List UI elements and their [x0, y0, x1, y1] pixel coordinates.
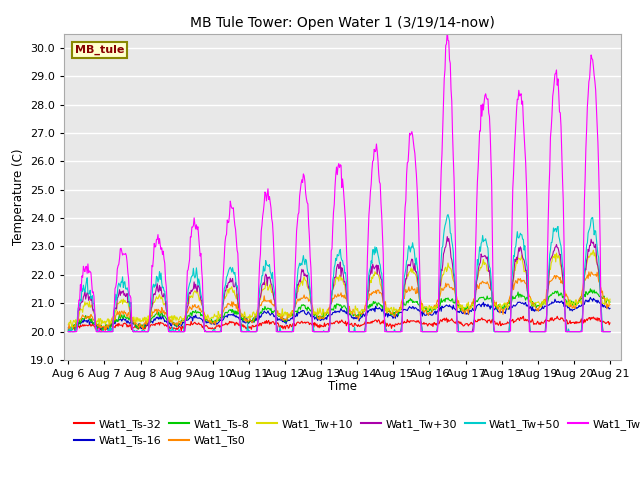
Wat1_Tw+10: [75, 314, 83, 320]
Wat1_Tw+50: [214, 329, 221, 335]
Wat1_Ts-8: [606, 299, 614, 305]
Wat1_Ts-32: [606, 320, 614, 326]
Line: Wat1_Ts-16: Wat1_Ts-16: [68, 298, 610, 332]
Wat1_Ts-16: [131, 322, 138, 328]
Wat1_Tw+30: [65, 329, 72, 335]
Line: Wat1_Tw100: Wat1_Tw100: [68, 31, 610, 332]
Wat1_Tw100: [606, 329, 614, 335]
Wat1_Tw+10: [186, 294, 193, 300]
Wat1_Tw+30: [130, 329, 138, 335]
Wat1_Ts-16: [214, 320, 222, 325]
Wat1_Tw+30: [444, 234, 451, 240]
Wat1_Ts0: [66, 327, 74, 333]
Legend: Wat1_Ts-32, Wat1_Ts-16, Wat1_Ts-8, Wat1_Ts0, Wat1_Tw+10, Wat1_Tw+30, Wat1_Tw+50,: Wat1_Ts-32, Wat1_Ts-16, Wat1_Ts-8, Wat1_…: [70, 415, 640, 451]
Wat1_Ts0: [585, 269, 593, 275]
Wat1_Tw+10: [214, 309, 222, 314]
Line: Wat1_Ts-32: Wat1_Ts-32: [68, 316, 610, 331]
Wat1_Tw+10: [65, 322, 72, 327]
Wat1_Tw+50: [421, 329, 429, 335]
Wat1_Ts-8: [214, 315, 221, 321]
Wat1_Tw+10: [406, 269, 413, 275]
Wat1_Tw+10: [606, 296, 614, 302]
Title: MB Tule Tower: Open Water 1 (3/19/14-now): MB Tule Tower: Open Water 1 (3/19/14-now…: [190, 16, 495, 30]
Wat1_Ts-32: [406, 320, 413, 325]
Wat1_Tw+30: [606, 329, 614, 335]
Wat1_Ts-8: [421, 304, 429, 310]
Line: Wat1_Tw+30: Wat1_Tw+30: [68, 237, 610, 332]
Line: Wat1_Tw+10: Wat1_Tw+10: [68, 250, 610, 329]
Wat1_Ts0: [75, 316, 83, 322]
Wat1_Tw+30: [214, 329, 221, 335]
Y-axis label: Temperature (C): Temperature (C): [12, 148, 24, 245]
Wat1_Tw100: [444, 28, 451, 34]
Wat1_Tw100: [421, 329, 429, 335]
Wat1_Tw+30: [405, 263, 413, 268]
Wat1_Ts0: [214, 315, 222, 321]
Wat1_Ts-32: [422, 321, 429, 326]
Wat1_Ts-8: [74, 323, 82, 329]
Wat1_Ts-16: [406, 304, 413, 310]
Wat1_Tw+50: [74, 306, 82, 312]
Wat1_Ts0: [606, 301, 614, 307]
Wat1_Ts-16: [606, 306, 614, 312]
Wat1_Ts-32: [65, 327, 72, 333]
Wat1_Tw100: [185, 262, 193, 267]
Wat1_Ts-8: [130, 321, 138, 327]
Wat1_Ts0: [65, 326, 72, 332]
X-axis label: Time: Time: [328, 381, 357, 394]
Wat1_Tw+50: [405, 243, 413, 249]
Wat1_Ts-8: [65, 328, 72, 334]
Wat1_Ts-32: [74, 324, 82, 329]
Wat1_Tw+10: [68, 326, 76, 332]
Wat1_Ts-16: [422, 312, 429, 318]
Wat1_Ts0: [406, 288, 413, 294]
Line: Wat1_Ts0: Wat1_Ts0: [68, 272, 610, 330]
Wat1_Tw+50: [444, 212, 452, 217]
Wat1_Tw+10: [422, 304, 429, 310]
Wat1_Tw100: [74, 308, 82, 313]
Wat1_Ts-32: [130, 325, 138, 331]
Wat1_Tw+50: [185, 284, 193, 289]
Wat1_Tw+30: [421, 329, 429, 335]
Wat1_Tw+50: [65, 329, 72, 335]
Wat1_Ts-32: [520, 313, 527, 319]
Wat1_Ts-16: [75, 320, 83, 325]
Wat1_Ts-8: [586, 286, 594, 292]
Wat1_Ts-16: [186, 316, 193, 322]
Wat1_Tw100: [130, 329, 138, 335]
Wat1_Tw100: [214, 329, 221, 335]
Wat1_Ts0: [422, 308, 429, 313]
Wat1_Ts-16: [65, 325, 72, 331]
Wat1_Ts-32: [177, 328, 185, 334]
Wat1_Tw100: [65, 329, 72, 335]
Wat1_Ts-16: [66, 329, 74, 335]
Line: Wat1_Tw+50: Wat1_Tw+50: [68, 215, 610, 332]
Wat1_Tw100: [405, 147, 413, 153]
Text: MB_tule: MB_tule: [75, 45, 125, 55]
Wat1_Ts-8: [185, 313, 193, 319]
Wat1_Tw+10: [589, 247, 597, 253]
Wat1_Ts0: [186, 304, 193, 310]
Wat1_Tw+30: [185, 291, 193, 297]
Wat1_Ts0: [131, 322, 138, 327]
Wat1_Tw+50: [606, 329, 614, 335]
Wat1_Ts-32: [214, 324, 222, 329]
Wat1_Ts-8: [405, 297, 413, 303]
Wat1_Ts-32: [186, 322, 193, 328]
Wat1_Ts-16: [586, 295, 594, 300]
Line: Wat1_Ts-8: Wat1_Ts-8: [68, 289, 610, 331]
Wat1_Tw+30: [74, 308, 82, 314]
Wat1_Tw+10: [131, 318, 138, 324]
Wat1_Tw+50: [130, 329, 138, 335]
